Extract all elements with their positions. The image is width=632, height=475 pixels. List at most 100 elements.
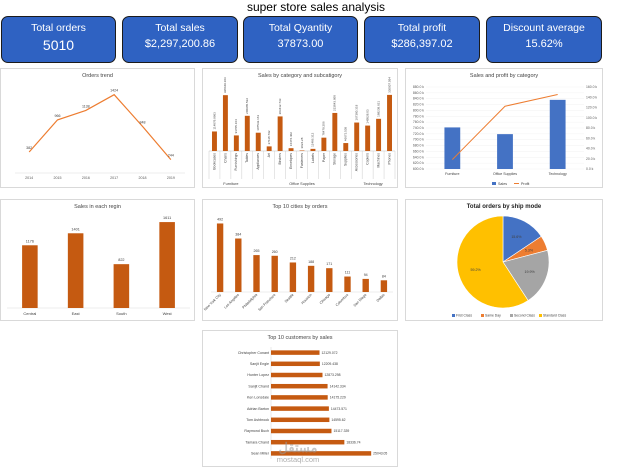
watermark-arabic: مستقل [268, 441, 328, 455]
ship-mode-svg: 15.6% 5.3% 19.9% 59.2% First Class Same Day Se… [406, 200, 603, 321]
x-tick-label: Houston [301, 293, 313, 305]
bar [310, 149, 315, 151]
data-label: 265 [254, 249, 260, 253]
y-tick-label-left: 600.0 k [413, 167, 424, 171]
bar [271, 406, 329, 410]
x-tick-label: Chicago [319, 293, 331, 305]
data-label: 46673.538 [344, 127, 348, 142]
orders-trend-chart: Orders trend 382 2014 966 2015 1138 2016 1424 2… [0, 68, 195, 188]
bar [321, 138, 326, 151]
data-label: 19.9% [525, 270, 536, 274]
x-tick-label: Los Angeles [223, 293, 240, 310]
y-tick-label-left: 840.0 k [413, 97, 424, 101]
watermark-latin: mostaql.com [268, 455, 328, 464]
kpi-value: 37873.00 [244, 37, 357, 51]
data-label: 822 [118, 258, 124, 262]
x-tick-label: West [163, 311, 173, 316]
y-tick-label: Sanjit Chand [248, 384, 269, 388]
data-label: 12486.312 [311, 132, 315, 147]
legend-label: Standard Class [543, 314, 566, 318]
y-tick-label-left: 880.0 k [413, 85, 424, 89]
x-tick-label: South [116, 311, 126, 316]
category-subcategory-svg: 114879.9963Bookcases328449.103Chairs9170… [203, 69, 398, 188]
x-tick-label: 2015 [54, 176, 62, 180]
x-tick-label: 2017 [110, 176, 118, 180]
x-tick-label: Phones [387, 153, 391, 165]
sales-bar [444, 127, 460, 169]
data-label: 382 [26, 146, 32, 150]
bar [22, 245, 38, 308]
data-label: 14595.62 [331, 418, 345, 422]
data-label: 1611 [163, 216, 171, 220]
bar [234, 135, 239, 151]
bar [212, 131, 217, 151]
y-tick-label-right: 160.0 k [586, 85, 597, 89]
data-label: 848 [140, 120, 146, 124]
x-tick-label: 2018 [139, 176, 147, 180]
y-tick-label-right: 140.0 k [586, 95, 597, 99]
y-tick-label-left: 640.0 k [413, 155, 424, 159]
group-label: Technology [364, 182, 383, 186]
data-label: 149528.03 [365, 109, 369, 124]
y-tick-label-right: 120.0 k [586, 106, 597, 110]
bar [387, 95, 392, 151]
kpi-label: Discount average [487, 22, 601, 35]
bar [271, 418, 329, 422]
kpi-value: $2,297,200.86 [123, 37, 237, 51]
data-label: 111 [345, 271, 350, 275]
legend-label: Same Day [485, 314, 501, 318]
data-label: 1138 [82, 104, 90, 108]
bar [114, 264, 130, 308]
kpi-total-orders: Total orders 5010 [1, 16, 116, 63]
legend-label: Profit [521, 182, 529, 186]
kpi-value: $286,397.02 [365, 37, 479, 51]
kpi-label: Total profit [365, 22, 479, 35]
group-label: Office Supplies [289, 182, 315, 186]
legend-label: First Class [456, 314, 472, 318]
bar [271, 350, 320, 354]
x-tick-label: Central [23, 311, 36, 316]
bar [326, 268, 332, 292]
ship-mode-chart: Total orders by ship mode 15.6% 5.3% 19.9%… [405, 199, 603, 321]
bar [223, 95, 228, 151]
x-tick-label: Storage [333, 153, 337, 165]
data-label: 12129.072 [322, 351, 338, 355]
sales-bar [550, 100, 566, 169]
x-tick-label: Fasteners [300, 153, 304, 168]
kpi-label: Total orders [2, 22, 115, 35]
data-label: 966 [55, 114, 61, 118]
bar [235, 239, 241, 292]
bar [344, 277, 350, 292]
y-tick-label: Sanjit Engle [250, 362, 269, 366]
y-tick-label: Raymond Buch [244, 429, 269, 433]
x-tick-label: Accessories [355, 153, 359, 172]
data-label: 1176 [26, 239, 34, 243]
legend-label: Sales [498, 182, 507, 186]
data-label: 1401 [71, 227, 79, 231]
kpi-value: 15.62% [487, 37, 601, 51]
data-label: 15117.339 [333, 429, 349, 433]
y-tick-label-right: 60.0 k [586, 136, 596, 140]
y-tick-label-left: 800.0 k [413, 108, 424, 112]
bar [332, 113, 337, 151]
data-label: 384 [235, 233, 241, 237]
x-tick-label: Supplies [344, 153, 348, 166]
kpi-label: Total Qyantity [244, 22, 357, 35]
data-label: 25043.05 [373, 452, 387, 456]
legend-swatch [539, 314, 542, 317]
y-tick-label-right: 20.0 k [586, 157, 596, 161]
watermark: مستقل mostaql.com [268, 441, 328, 464]
legend-swatch [510, 314, 513, 317]
group-label: Furniture [223, 182, 238, 186]
bar [271, 429, 331, 433]
y-tick-label: Christopher Conant [238, 351, 269, 355]
x-tick-label: Columbus [335, 293, 349, 307]
y-tick-label-left: 740.0 k [413, 126, 424, 130]
data-label: 94 [364, 273, 368, 277]
bar [68, 233, 84, 308]
y-tick-label-right: 100.0 k [586, 116, 597, 120]
bar [217, 223, 223, 292]
y-tick-label-left: 860.0 k [413, 91, 424, 95]
data-label: 18336.74 [346, 440, 360, 444]
